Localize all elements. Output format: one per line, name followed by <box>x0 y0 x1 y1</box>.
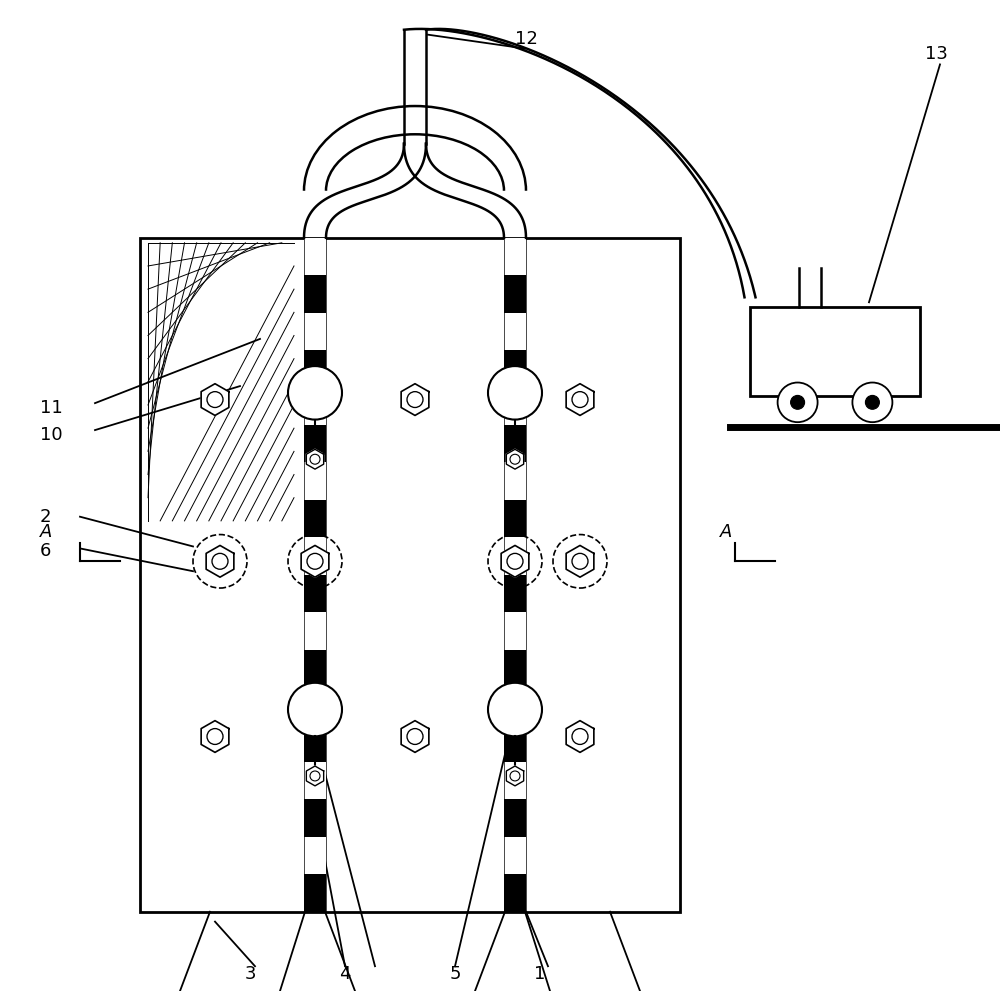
Bar <box>304 350 326 387</box>
Polygon shape <box>201 384 229 415</box>
Polygon shape <box>206 545 234 577</box>
Text: 3: 3 <box>244 965 256 983</box>
Bar <box>504 350 526 387</box>
Text: 4: 4 <box>339 965 351 983</box>
Circle shape <box>572 391 588 407</box>
Circle shape <box>288 683 342 736</box>
Polygon shape <box>401 384 429 415</box>
Bar <box>304 650 326 687</box>
Bar <box>504 762 526 800</box>
Circle shape <box>852 383 892 422</box>
Text: A: A <box>720 522 732 540</box>
Circle shape <box>207 391 223 407</box>
Polygon shape <box>566 720 594 752</box>
Bar <box>304 313 326 350</box>
Bar <box>504 463 526 499</box>
Text: 6: 6 <box>40 542 51 560</box>
Bar <box>304 238 326 275</box>
Bar <box>304 387 326 425</box>
Bar <box>304 724 326 762</box>
Bar <box>304 275 326 313</box>
Polygon shape <box>301 545 329 577</box>
Text: 2: 2 <box>40 507 52 525</box>
Bar <box>304 499 326 537</box>
Circle shape <box>310 771 320 781</box>
Circle shape <box>288 366 342 419</box>
Circle shape <box>778 383 818 422</box>
Bar <box>304 463 326 499</box>
Bar <box>304 836 326 874</box>
Circle shape <box>572 728 588 744</box>
Polygon shape <box>201 720 229 752</box>
Polygon shape <box>566 545 594 577</box>
Text: 1: 1 <box>534 965 546 983</box>
Circle shape <box>307 553 323 569</box>
Text: 13: 13 <box>925 46 948 63</box>
Polygon shape <box>566 384 594 415</box>
Bar <box>504 387 526 425</box>
Polygon shape <box>401 720 429 752</box>
Text: 12: 12 <box>515 30 538 48</box>
Bar <box>304 612 326 650</box>
Bar <box>504 687 526 724</box>
Text: 11: 11 <box>40 399 63 417</box>
Circle shape <box>407 391 423 407</box>
Polygon shape <box>506 449 524 469</box>
Polygon shape <box>306 449 324 469</box>
Bar <box>504 836 526 874</box>
Bar <box>504 425 526 463</box>
Polygon shape <box>306 766 324 786</box>
Bar <box>504 800 526 836</box>
Bar <box>504 238 526 275</box>
Circle shape <box>407 728 423 744</box>
Text: 5: 5 <box>449 965 461 983</box>
Circle shape <box>572 553 588 569</box>
Circle shape <box>510 771 520 781</box>
Circle shape <box>212 553 228 569</box>
Bar <box>504 612 526 650</box>
Circle shape <box>310 454 320 464</box>
Text: 10: 10 <box>40 426 63 444</box>
Bar <box>304 537 326 575</box>
Circle shape <box>488 366 542 419</box>
Bar <box>504 313 526 350</box>
Bar <box>504 537 526 575</box>
Circle shape <box>865 395 879 409</box>
Polygon shape <box>501 545 529 577</box>
Bar <box>304 425 326 463</box>
Bar <box>504 575 526 612</box>
Circle shape <box>207 728 223 744</box>
Bar <box>304 687 326 724</box>
Circle shape <box>510 454 520 464</box>
Polygon shape <box>506 766 524 786</box>
Text: A: A <box>40 522 52 540</box>
Bar <box>304 874 326 912</box>
Circle shape <box>488 683 542 736</box>
Bar <box>504 499 526 537</box>
Bar <box>304 762 326 800</box>
Bar <box>140 238 680 912</box>
Circle shape <box>791 395 805 409</box>
Bar <box>504 650 526 687</box>
Bar <box>304 575 326 612</box>
Circle shape <box>507 553 523 569</box>
Bar <box>750 307 920 396</box>
Bar <box>504 275 526 313</box>
Bar <box>304 800 326 836</box>
Bar <box>504 874 526 912</box>
Bar <box>504 724 526 762</box>
